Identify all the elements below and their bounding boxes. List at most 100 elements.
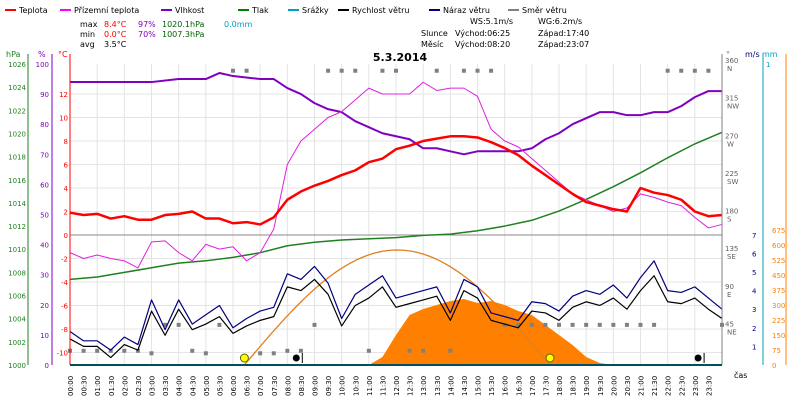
- pressure-tick-label: 1010: [8, 246, 26, 254]
- x-tick-label: 19:30: [597, 376, 605, 396]
- x-tick-label: 19:00: [583, 376, 591, 396]
- humidity-tick-label: 50: [40, 212, 49, 220]
- moonrise-marker: [292, 354, 300, 362]
- x-tick-label: 12:00: [393, 376, 401, 396]
- axis-header-degc: °C: [58, 50, 68, 59]
- wind-direction-point: [366, 348, 371, 353]
- direction-tick-label: 135: [725, 245, 738, 253]
- x-tick-label: 02:00: [121, 376, 129, 396]
- stats-max-temp: 8.4°C: [104, 20, 127, 29]
- moon-rise: Východ:08:20: [455, 40, 510, 49]
- solar-tick-label: 150: [772, 332, 785, 340]
- x-tick-label: 12:30: [407, 376, 415, 396]
- x-tick-label: 08:00: [284, 376, 292, 396]
- x-tick-label: 14:00: [447, 376, 455, 396]
- direction-compass-label: E: [727, 291, 731, 299]
- x-tick-label: 02:30: [135, 376, 143, 396]
- temperature-tick-label: 10: [59, 115, 68, 123]
- x-tick-label: 21:30: [651, 376, 659, 396]
- pressure-tick-label: 1004: [8, 316, 26, 324]
- solar-tick-label: 375: [772, 287, 785, 295]
- x-tick-label: 05:30: [216, 376, 224, 396]
- temperature-tick-label: 2: [64, 209, 68, 217]
- chart-legend: Teplota Přízemní teplota Vlhkost Tlak Srážky…: [5, 6, 567, 15]
- x-tick-label: 11:30: [379, 376, 387, 396]
- direction-compass-label: NE: [727, 328, 737, 336]
- solar-tick-label: 450: [772, 272, 785, 280]
- legend-label: Rychlost větru: [352, 6, 409, 15]
- x-tick-label: 13:00: [420, 376, 428, 396]
- wind-speed-tick-label: 1: [752, 343, 756, 351]
- x-tick-label: 10:00: [339, 376, 347, 396]
- wind-speed-tick-label: 2: [752, 325, 756, 333]
- x-tick-label: 18:00: [556, 376, 564, 396]
- x-tick-label: 05:00: [203, 376, 211, 396]
- x-tick-label: 22:00: [665, 376, 673, 396]
- direction-tick-label: 90: [725, 283, 734, 291]
- wind-sun-info: WS:5.1m/s WG:6.2m/s Slunce Východ:06:25 …: [421, 17, 589, 49]
- x-tick-label: 00:00: [67, 376, 75, 396]
- pressure-tick-label: 1014: [8, 200, 26, 208]
- temperature-tick-label: 12: [59, 91, 68, 99]
- axis-header-x: čas: [734, 370, 747, 380]
- humidity-tick-label: 0: [45, 362, 49, 370]
- wind-direction-point: [407, 348, 412, 353]
- stats-min-hum: 70%: [138, 30, 156, 39]
- wind-direction-point: [312, 322, 317, 327]
- wind-direction-point: [570, 322, 575, 327]
- wind-direction-point: [135, 348, 140, 353]
- wind-direction-point: [706, 68, 711, 73]
- direction-compass-label: NW: [727, 103, 739, 111]
- wind-direction-point: [122, 348, 127, 353]
- wind-speed-tick-label: 7: [752, 232, 756, 240]
- wind-direction-point: [692, 68, 697, 73]
- wind-direction-point: [339, 68, 344, 73]
- temperature-tick-label: 6: [64, 162, 69, 170]
- stats-max-label: max: [80, 20, 98, 29]
- wind-direction-point: [665, 68, 670, 73]
- humidity-tick-label: 70: [40, 151, 49, 159]
- axis-header-ms: m/s: [745, 50, 760, 59]
- stats-max-rain: 0.0mm: [224, 20, 253, 29]
- stats-max-press: 1020.1hPa: [162, 20, 205, 29]
- temperature-tick-label: -6: [61, 303, 69, 311]
- temperature-tick-label: 0: [64, 232, 68, 240]
- solar-tick-label: 225: [772, 317, 785, 325]
- moon-label: Měsíc: [421, 40, 444, 49]
- x-tick-label: 07:00: [257, 376, 265, 396]
- x-tick-label: 11:00: [366, 376, 374, 396]
- x-tick-label: 06:30: [244, 376, 252, 396]
- x-tick-label: 21:00: [638, 376, 646, 396]
- series-line-náraz-větru: [69, 260, 723, 351]
- stats-block: max 8.4°C 97% 1020.1hPa 0.0mm min 0.0°C …: [80, 20, 253, 49]
- wind-direction-point: [95, 348, 100, 353]
- wind-direction-point: [231, 68, 235, 73]
- wind-direction-point: [298, 348, 303, 353]
- pressure-tick-label: 1022: [8, 107, 26, 115]
- wind-direction-point: [584, 322, 589, 327]
- series-line-vlhkost: [70, 72, 722, 156]
- series-line-tlak: [69, 131, 723, 281]
- pressure-tick-label: 1012: [8, 223, 26, 231]
- direction-tick-label: 45: [725, 320, 734, 328]
- x-tick-label: 15:30: [488, 376, 496, 396]
- x-tick-label: 04:00: [176, 376, 184, 396]
- wind-direction-point: [434, 68, 439, 73]
- wind-direction-point: [557, 322, 561, 327]
- solar-tick-label: 600: [772, 242, 785, 250]
- pressure-tick-label: 1016: [8, 177, 26, 185]
- wind-direction-point: [461, 68, 466, 73]
- wind-direction-point: [163, 322, 168, 327]
- wind-direction-point: [543, 322, 548, 327]
- humidity-tick-label: 20: [40, 302, 49, 310]
- series-line-přízemní-teplota: [69, 81, 723, 269]
- direction-compass-label: SW: [727, 178, 738, 186]
- x-tick-label: 20:00: [610, 376, 618, 396]
- wind-direction-point: [271, 351, 276, 356]
- legend-label: Teplota: [18, 6, 48, 15]
- sunset-marker: [545, 353, 555, 363]
- moonset-marker: [694, 354, 702, 362]
- temperature-tick-label: -4: [61, 279, 69, 287]
- wind-direction-point: [529, 322, 534, 327]
- wind-direction-point: [258, 351, 263, 356]
